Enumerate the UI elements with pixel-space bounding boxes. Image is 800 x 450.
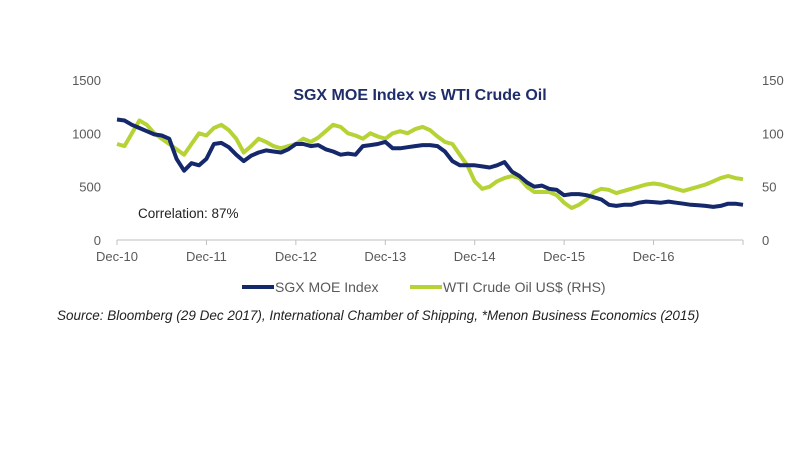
legend-label: WTI Crude Oil US$ (RHS)	[443, 279, 606, 295]
legend-label: SGX MOE Index	[275, 279, 378, 295]
right-y-tick-label: 150	[762, 73, 784, 88]
series-line-wti	[116, 118, 744, 210]
x-tick-label: Dec-14	[454, 249, 496, 264]
left-y-tick-label: 1000	[72, 126, 101, 141]
x-tick-label: Dec-10	[96, 249, 138, 264]
correlation-annotation: Correlation: 87%	[138, 206, 239, 221]
left-y-tick-label: 500	[79, 180, 101, 195]
x-tick-label: Dec-15	[543, 249, 585, 264]
x-tick-label: Dec-12	[275, 249, 317, 264]
right-y-tick-label: 100	[762, 126, 784, 141]
right-y-tick-label: 50	[762, 180, 776, 195]
x-tick-label: Dec-11	[186, 249, 227, 264]
x-tick-label: Dec-16	[633, 249, 675, 264]
left-y-tick-label: 1500	[72, 73, 101, 88]
left-y-tick-label: 0	[94, 233, 101, 248]
series-line-sgx	[116, 117, 744, 209]
x-tick-label: Dec-13	[364, 249, 406, 264]
source-note: Source: Bloomberg (29 Dec 2017), Interna…	[57, 308, 700, 323]
right-y-tick-label: 0	[762, 233, 769, 248]
chart-title: SGX MOE Index vs WTI Crude Oil	[293, 87, 546, 104]
